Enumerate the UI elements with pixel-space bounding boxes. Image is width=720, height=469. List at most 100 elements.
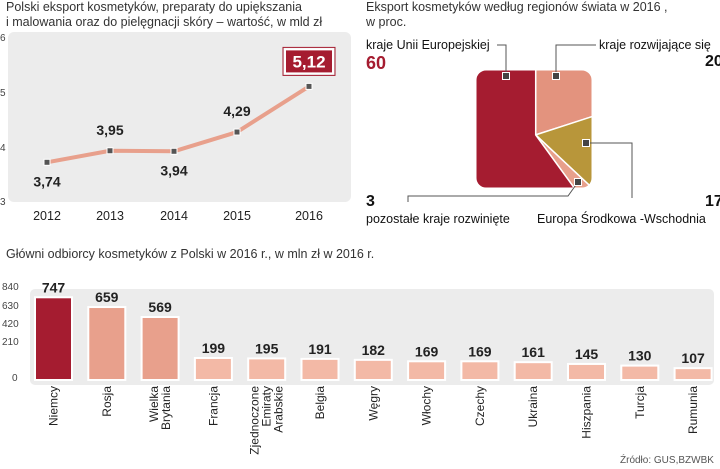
line-value-label: 3,74 bbox=[33, 173, 60, 189]
line-y-tick: 6 bbox=[0, 33, 6, 44]
pie-slices bbox=[476, 70, 592, 188]
bar-value-label: 145 bbox=[575, 346, 599, 362]
pie-slice-other-developed bbox=[535, 134, 592, 188]
pie-slice-developing bbox=[534, 70, 592, 136]
pie-label-eu: kraje Unii Europejskiej bbox=[366, 38, 490, 52]
bar-y-tick: 0 bbox=[12, 373, 18, 384]
pie-marker bbox=[574, 178, 582, 186]
bar-y-tick: 420 bbox=[2, 319, 19, 330]
bar-category-label: Czechy bbox=[473, 386, 487, 426]
bar-value-label: 569 bbox=[148, 299, 172, 315]
bar-category-label: Węgry bbox=[366, 386, 380, 421]
bar-category-label: Francja bbox=[206, 386, 220, 426]
bar bbox=[460, 360, 500, 381]
bar-category-label: Rumunia bbox=[686, 386, 700, 434]
bar-category-label: Ukraina bbox=[526, 386, 540, 428]
bar-value-label: 199 bbox=[202, 340, 226, 356]
bar bbox=[567, 362, 606, 381]
pie-marker bbox=[552, 72, 560, 80]
line-chart-title-line1: Polski eksport kosmetyków, preparaty do … bbox=[6, 0, 302, 14]
pie-chart-title-line1: Eksport kosmetyków według regionów świat… bbox=[366, 0, 668, 14]
bar-category-label: Wielka bbox=[147, 386, 161, 422]
bar bbox=[193, 356, 233, 381]
line-chart-title-line2: i malowania oraz do pielęgnacji skóry – … bbox=[6, 15, 323, 29]
line-x-tick: 2016 bbox=[295, 209, 323, 223]
pie-leader-cee bbox=[586, 142, 633, 198]
pie-marker bbox=[502, 72, 510, 80]
pie-label-developing: kraje rozwijające się bbox=[599, 38, 711, 52]
bar-category-label: Brytania bbox=[159, 386, 173, 430]
pie-value-eu: 60 bbox=[366, 53, 387, 73]
line-series bbox=[45, 84, 311, 165]
bar-category-label: Włochy bbox=[420, 386, 434, 425]
line-chart: 3,74 3,95 3,94 4,29 5,12 2012 2013 2014 2015 2016 bbox=[33, 46, 336, 223]
bar bbox=[247, 357, 287, 381]
bar-y-tick: 630 bbox=[2, 301, 19, 312]
bar-y-tick: 840 bbox=[2, 282, 19, 293]
bar-value-label: 182 bbox=[362, 342, 386, 358]
line-x-tick: 2014 bbox=[160, 209, 188, 223]
bar-category-label: Hiszpania bbox=[580, 386, 594, 439]
bar-category-label: Turcja bbox=[633, 386, 647, 419]
pie-marker bbox=[582, 139, 590, 147]
bar-value-label: 161 bbox=[522, 344, 546, 360]
bar bbox=[140, 316, 180, 381]
bar-y-tick: 210 bbox=[2, 337, 19, 348]
pie-slice-eu bbox=[476, 70, 592, 188]
bar-value-label: 195 bbox=[255, 340, 279, 356]
bar bbox=[673, 367, 713, 382]
line-x-tick: 2015 bbox=[223, 209, 251, 223]
bar bbox=[407, 360, 447, 381]
pie-value-developing: 20 bbox=[705, 53, 720, 70]
bar-chart-title: Główni odbiorcy kosmetyków z Polski w 20… bbox=[6, 247, 375, 261]
bar bbox=[513, 361, 553, 382]
bar-value-label: 169 bbox=[468, 343, 492, 359]
pie-leader-developing bbox=[555, 44, 596, 76]
bar-category-label: Rosja bbox=[100, 386, 114, 417]
bar bbox=[353, 358, 393, 381]
pie-chart bbox=[407, 44, 633, 202]
line-point bbox=[233, 128, 241, 136]
source-note: Źródło: GUS,BZWBK bbox=[620, 455, 714, 466]
line-y-tick: 3 bbox=[0, 197, 6, 208]
bar-value-label: 659 bbox=[95, 289, 119, 305]
bar bbox=[34, 296, 73, 382]
bar-category-label: Belgia bbox=[313, 386, 327, 420]
bar-value-label: 169 bbox=[415, 343, 439, 359]
line-highlight-border bbox=[282, 46, 336, 76]
pie-value-cee: 17 bbox=[705, 193, 720, 210]
bar-category-label: Emiraty bbox=[260, 386, 274, 427]
bar-category-label: Niemcy bbox=[47, 386, 61, 426]
bar bbox=[87, 306, 127, 382]
line-value-label: 4,29 bbox=[223, 103, 250, 119]
bar-chart: 747 659 569 199 195 191 182 169 169 161 145 130 107 N… bbox=[34, 279, 713, 455]
pie-frame bbox=[475, 69, 593, 189]
bar-value-label: 107 bbox=[681, 350, 705, 366]
pie-chart-title-line2: w proc. bbox=[366, 15, 407, 29]
line-point bbox=[305, 82, 313, 90]
line-highlight-label: 5,12 bbox=[292, 52, 325, 71]
pie-value-other-developed: 3 bbox=[366, 193, 375, 210]
bar bbox=[620, 364, 660, 381]
line-point bbox=[170, 147, 178, 155]
pie-label-other-developed: pozostałe kraje rozwinięte bbox=[366, 212, 510, 226]
bar bbox=[300, 357, 340, 381]
line-y-tick: 5 bbox=[0, 88, 6, 99]
line-point bbox=[106, 147, 114, 155]
line-highlight-box bbox=[284, 48, 334, 75]
line-x-tick: 2013 bbox=[96, 209, 124, 223]
line-point bbox=[43, 158, 51, 166]
bar-category-label: Zjednoczone bbox=[248, 386, 262, 455]
line-x-tick: 2012 bbox=[33, 209, 61, 223]
pie-leader-other-developed bbox=[407, 181, 579, 202]
bar-value-label: 747 bbox=[42, 279, 66, 295]
bar-category-label: Arabskie bbox=[272, 386, 286, 433]
pie-label-cee: Europa Środkowa -Wschodnia bbox=[537, 212, 706, 226]
pie-leader-eu bbox=[497, 44, 507, 76]
pie-slice-cee bbox=[534, 72, 592, 188]
line-y-tick: 4 bbox=[0, 143, 6, 154]
bar-value-label: 130 bbox=[628, 348, 652, 364]
line-value-label: 3,94 bbox=[160, 162, 187, 178]
line-value-label: 3,95 bbox=[96, 122, 123, 138]
bar-value-label: 191 bbox=[308, 341, 332, 357]
